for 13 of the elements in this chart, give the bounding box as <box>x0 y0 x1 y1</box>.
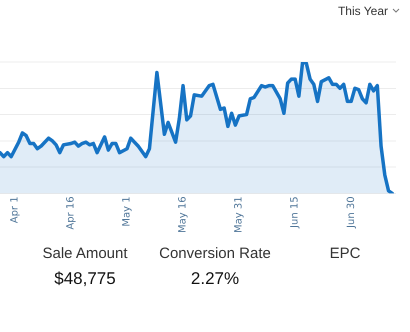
x-tick-label: Apr 1 <box>10 196 21 224</box>
x-tick-label: May 1 <box>122 196 133 227</box>
text: This Year <box>338 4 388 18</box>
text: $48,775 <box>54 269 116 288</box>
x-tick-label: Jun 30 <box>346 196 357 229</box>
category-label: EPC <box>328 245 362 262</box>
text: 2.27% <box>190 269 240 288</box>
x-tick-label: Jun 15 <box>290 196 301 229</box>
x-tick-label: May 31 <box>234 196 245 233</box>
category-label: Sale Amount <box>41 245 129 262</box>
x-tick-label: May 16 <box>178 196 189 233</box>
category-label: Conversion Rate <box>158 245 272 262</box>
x-tick-label: Apr 16 <box>66 196 77 230</box>
